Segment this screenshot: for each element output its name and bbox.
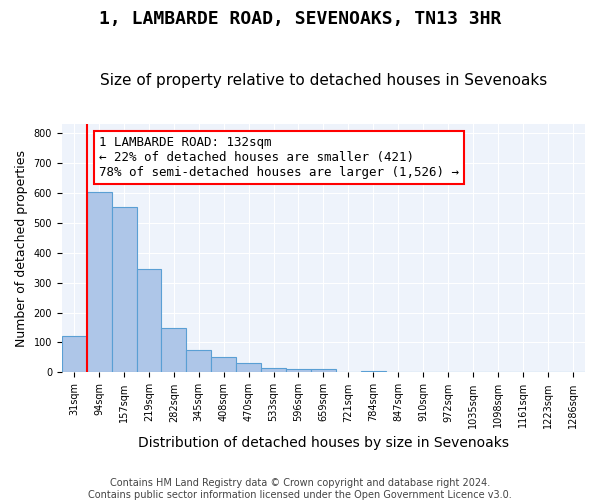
Text: Contains HM Land Registry data © Crown copyright and database right 2024.
Contai: Contains HM Land Registry data © Crown c… xyxy=(88,478,512,500)
X-axis label: Distribution of detached houses by size in Sevenoaks: Distribution of detached houses by size … xyxy=(138,436,509,450)
Bar xyxy=(361,371,386,372)
Bar xyxy=(137,268,161,372)
Bar xyxy=(286,370,311,372)
Title: Size of property relative to detached houses in Sevenoaks: Size of property relative to detached ho… xyxy=(100,73,547,88)
Bar xyxy=(86,192,112,372)
Bar xyxy=(311,370,336,372)
Y-axis label: Number of detached properties: Number of detached properties xyxy=(15,150,28,346)
Bar xyxy=(62,336,86,372)
Bar xyxy=(112,207,137,372)
Bar xyxy=(211,356,236,372)
Bar xyxy=(161,328,187,372)
Bar xyxy=(261,368,286,372)
Text: 1 LAMBARDE ROAD: 132sqm
← 22% of detached houses are smaller (421)
78% of semi-d: 1 LAMBARDE ROAD: 132sqm ← 22% of detache… xyxy=(99,136,459,179)
Bar xyxy=(187,350,211,372)
Bar xyxy=(236,364,261,372)
Text: 1, LAMBARDE ROAD, SEVENOAKS, TN13 3HR: 1, LAMBARDE ROAD, SEVENOAKS, TN13 3HR xyxy=(99,10,501,28)
